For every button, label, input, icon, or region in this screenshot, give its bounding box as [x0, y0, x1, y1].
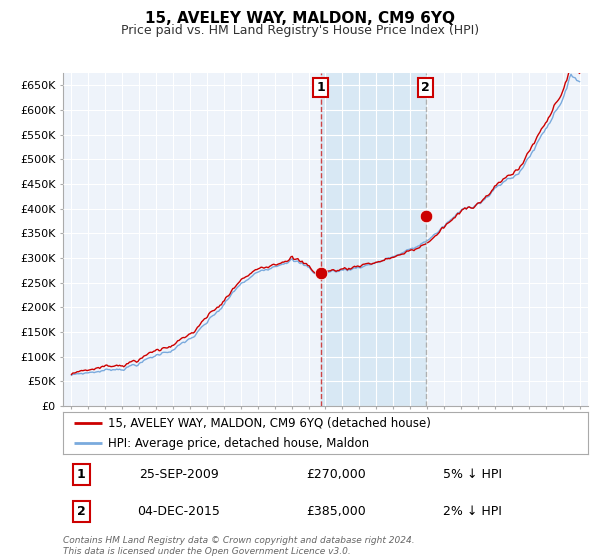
Text: 04-DEC-2015: 04-DEC-2015 [137, 505, 220, 518]
Text: HPI: Average price, detached house, Maldon: HPI: Average price, detached house, Mald… [107, 437, 369, 450]
Text: 1: 1 [77, 468, 86, 481]
Text: 2: 2 [77, 505, 86, 518]
Text: 2: 2 [421, 81, 430, 94]
Text: 2% ↓ HPI: 2% ↓ HPI [443, 505, 502, 518]
Text: 15, AVELEY WAY, MALDON, CM9 6YQ (detached house): 15, AVELEY WAY, MALDON, CM9 6YQ (detache… [107, 417, 431, 430]
Text: 5% ↓ HPI: 5% ↓ HPI [443, 468, 502, 481]
Text: Contains HM Land Registry data © Crown copyright and database right 2024.
This d: Contains HM Land Registry data © Crown c… [63, 536, 415, 556]
Bar [321, 73, 426, 406]
Text: £270,000: £270,000 [306, 468, 366, 481]
Text: Price paid vs. HM Land Registry's House Price Index (HPI): Price paid vs. HM Land Registry's House … [121, 24, 479, 36]
Text: 25-SEP-2009: 25-SEP-2009 [139, 468, 218, 481]
Text: 1: 1 [317, 81, 325, 94]
Text: 15, AVELEY WAY, MALDON, CM9 6YQ: 15, AVELEY WAY, MALDON, CM9 6YQ [145, 11, 455, 26]
Text: £385,000: £385,000 [306, 505, 366, 518]
